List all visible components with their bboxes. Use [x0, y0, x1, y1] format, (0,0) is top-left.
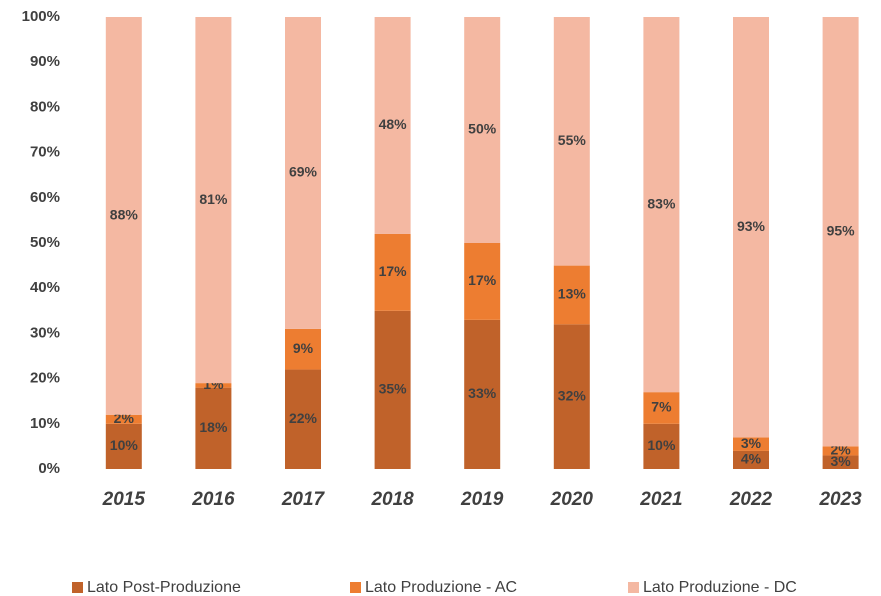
- legend-label: Lato Produzione - AC: [365, 579, 517, 596]
- data-label: 9%: [293, 340, 314, 356]
- bar-segment: [553, 17, 590, 266]
- data-label: 35%: [379, 381, 408, 397]
- data-label: 10%: [647, 437, 676, 453]
- bar-segment: [822, 455, 859, 469]
- legend-swatch: [350, 582, 361, 593]
- bar-segment: [643, 423, 680, 469]
- bar-segment: [464, 243, 501, 320]
- data-label: 95%: [827, 222, 856, 238]
- bar-segment: [105, 17, 142, 415]
- bar-segment: [553, 265, 590, 325]
- data-label: 22%: [289, 410, 318, 426]
- y-tick-label: 90%: [30, 53, 60, 70]
- x-tick-label: 2015: [102, 489, 146, 510]
- y-tick-label: 60%: [30, 189, 60, 206]
- y-tick-label: 20%: [30, 370, 60, 387]
- x-tick-label: 2018: [370, 489, 414, 510]
- y-tick-label: 70%: [30, 144, 60, 161]
- data-label: 18%: [199, 419, 228, 435]
- data-label: 10%: [110, 437, 139, 453]
- legend-label: Lato Post-Produzione: [87, 579, 241, 596]
- bar-segment: [822, 17, 859, 447]
- bar-segment: [553, 324, 590, 469]
- data-label: 55%: [558, 132, 587, 148]
- data-label: 4%: [741, 451, 762, 467]
- y-tick-label: 10%: [30, 415, 60, 432]
- data-label: 93%: [737, 218, 766, 234]
- x-tick-label: 2021: [639, 489, 682, 510]
- y-tick-label: 50%: [30, 234, 60, 251]
- y-tick-label: 0%: [38, 460, 60, 477]
- data-label: 48%: [379, 116, 408, 132]
- x-tick-label: 2016: [191, 489, 235, 510]
- legend-swatch: [628, 582, 639, 593]
- bar-segment: [733, 437, 769, 451]
- bar-segment: [285, 17, 321, 329]
- data-label: 69%: [289, 164, 318, 180]
- legend-swatch: [72, 582, 83, 593]
- bar-segment: [374, 233, 411, 311]
- y-tick-label: 40%: [30, 279, 60, 296]
- data-label: 83%: [647, 195, 676, 211]
- data-label: 17%: [468, 272, 497, 288]
- bar-segment: [105, 423, 142, 469]
- bar-segment: [195, 383, 232, 388]
- x-tick-label: 2020: [550, 489, 594, 510]
- data-label: 3%: [741, 435, 762, 451]
- bar-segment: [195, 17, 232, 384]
- bar-segment: [105, 414, 142, 424]
- data-label: 7%: [651, 399, 672, 415]
- y-tick-label: 80%: [30, 98, 60, 115]
- bar-segment: [643, 17, 680, 393]
- x-tick-label: 2019: [460, 489, 504, 510]
- data-label: 17%: [379, 263, 408, 279]
- bar-segment: [464, 319, 501, 469]
- data-label: 3%: [830, 453, 851, 469]
- legend-label: Lato Produzione - DC: [643, 579, 797, 596]
- data-label: 88%: [110, 207, 139, 223]
- y-tick-label: 100%: [22, 8, 60, 25]
- data-label: 50%: [468, 121, 497, 137]
- bar-segment: [374, 310, 411, 469]
- bar-segment: [464, 17, 501, 243]
- x-tick-label: 2023: [818, 489, 862, 510]
- y-tick-label: 30%: [30, 324, 60, 341]
- bar-segment: [733, 17, 769, 438]
- bar-segment: [374, 17, 411, 234]
- data-label: 33%: [468, 385, 497, 401]
- bar-segment: [733, 450, 769, 469]
- bar-segment: [195, 387, 232, 469]
- data-label: 13%: [558, 286, 587, 302]
- data-label: 81%: [199, 191, 228, 207]
- x-tick-label: 2017: [281, 489, 326, 510]
- x-tick-label: 2022: [729, 489, 773, 510]
- bar-segment: [643, 392, 680, 424]
- bar-segment: [285, 369, 321, 469]
- data-label: 32%: [558, 387, 587, 403]
- bar-segment: [822, 446, 859, 456]
- bar-segment: [285, 328, 321, 370]
